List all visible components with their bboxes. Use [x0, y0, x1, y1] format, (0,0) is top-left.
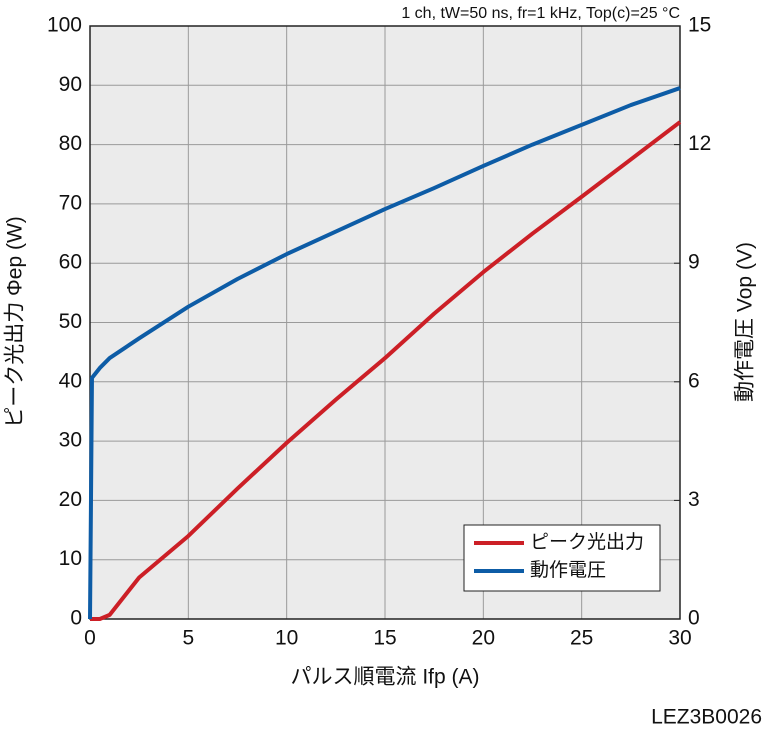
x-tick-label: 30	[668, 627, 691, 650]
y2-tick-label: 3	[688, 488, 700, 511]
data-line	[88, 86, 681, 620]
x-tick-label: 25	[570, 627, 593, 650]
y2-tick-label: 12	[688, 132, 711, 155]
y-tick-label: 80	[59, 132, 82, 155]
y-tick-label: 90	[59, 73, 82, 96]
x-tick-label: 5	[182, 627, 194, 650]
legend-label: ピーク光出力	[530, 531, 644, 553]
y-tick-label: 60	[59, 251, 82, 274]
figure-code: LEZ3B0026	[651, 706, 762, 729]
legend-box	[463, 524, 661, 592]
y2-tick-label: 6	[688, 369, 700, 392]
y-tick-label: 50	[59, 310, 82, 333]
x-tick-label: 15	[373, 627, 396, 650]
y2-axis-label: 動作電圧 Vop (V)	[734, 242, 757, 402]
y-tick-label: 10	[59, 547, 82, 570]
y-tick-label: 30	[59, 429, 82, 452]
x-tick-label: 10	[275, 627, 298, 650]
y-tick-label: 0	[70, 607, 82, 630]
plot-frame	[89, 25, 681, 620]
y-axis-label: ピーク光出力 Φep (W)	[4, 216, 27, 428]
y2-tick-label: 15	[688, 14, 711, 37]
y2-tick-label: 0	[688, 607, 700, 630]
y-tick-label: 100	[47, 14, 82, 37]
y-tick-label: 20	[59, 488, 82, 511]
x-axis-label: パルス順電流 Ifp (A)	[290, 666, 479, 689]
y-tick-label: 40	[59, 369, 82, 392]
legend-label: 動作電圧	[530, 559, 606, 581]
data-line	[88, 120, 682, 621]
y2-tick-label: 9	[688, 251, 700, 274]
x-tick-label: 20	[472, 627, 495, 650]
y-tick-label: 70	[59, 191, 82, 214]
annotation: 1 ch, tW=50 ns, fr=1 kHz, Top(c)=25 °C	[401, 5, 680, 22]
x-tick-label: 0	[84, 627, 96, 650]
